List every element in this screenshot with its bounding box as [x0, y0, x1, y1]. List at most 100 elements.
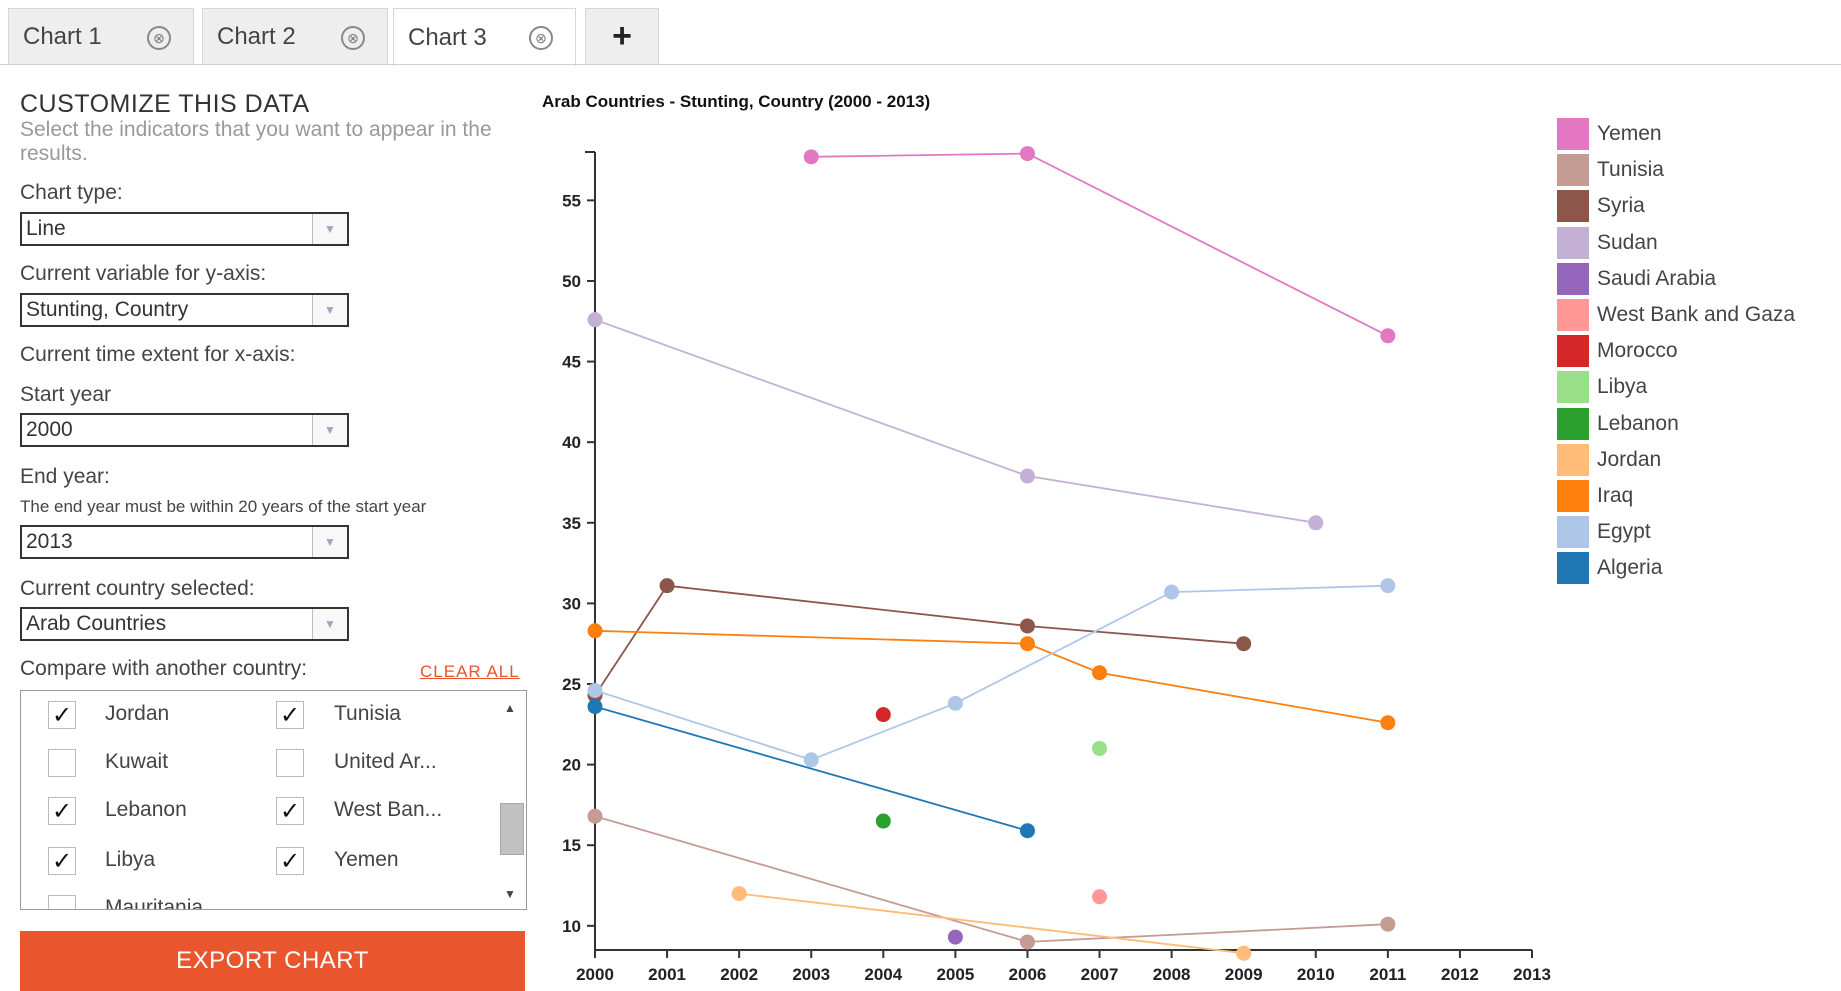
data-point-syria — [1236, 636, 1252, 652]
data-point-west-bank-and-gaza — [1092, 889, 1108, 905]
legend-item[interactable]: Saudi Arabia — [1557, 262, 1837, 295]
legend-label: Lebanon — [1597, 411, 1679, 435]
data-point-iraq — [1380, 715, 1396, 731]
list-scrollbar[interactable]: ▲ ▼ — [496, 691, 526, 909]
y-tick-label: 45 — [562, 353, 581, 372]
chevron-down-icon: ▼ — [312, 295, 347, 325]
legend-item[interactable]: Morocco — [1557, 335, 1837, 368]
compare-checkbox[interactable]: ✓ — [276, 701, 304, 729]
y-axis-label: Current variable for y-axis: — [20, 262, 267, 285]
legend-label: West Bank and Gaza — [1597, 303, 1796, 326]
start-year-value: 2000 — [26, 418, 73, 441]
legend-item[interactable]: Tunisia — [1557, 154, 1837, 187]
x-tick-label: 2005 — [936, 965, 974, 984]
scroll-up-icon[interactable]: ▲ — [504, 701, 516, 715]
data-point-yemen — [1019, 146, 1035, 162]
y-axis-value: Stunting, Country — [26, 298, 189, 321]
country-select[interactable]: Arab Countries ▼ — [20, 607, 349, 641]
compare-checkbox[interactable]: ✓ — [276, 797, 304, 825]
chart-title: Arab Countries - Stunting, Country (2000… — [542, 92, 931, 111]
compare-checkbox[interactable]: ✓ — [48, 701, 76, 729]
tab-label: Chart 3 — [408, 23, 487, 51]
add-chart-tab-button[interactable]: + — [585, 8, 659, 64]
legend-item[interactable]: Syria — [1557, 190, 1837, 223]
tab-label: Chart 1 — [23, 22, 102, 50]
compare-country-label: Libya — [105, 848, 156, 871]
legend-swatch — [1557, 226, 1589, 259]
close-tab-icon[interactable]: ⊗ — [341, 26, 365, 50]
tab-chart-3[interactable]: Chart 3 ⊗ — [393, 8, 576, 66]
chart-tab-bar: Chart 1 ⊗ Chart 2 ⊗ Chart 3 ⊗ + — [0, 0, 1841, 66]
compare-checkbox[interactable]: ✓ — [48, 847, 76, 875]
legend-swatch — [1557, 154, 1589, 187]
data-point-sudan — [1308, 515, 1324, 531]
export-chart-button[interactable]: EXPORT CHART — [20, 931, 525, 991]
series-line-sudan — [594, 318, 1316, 524]
tab-chart-2[interactable]: Chart 2 ⊗ — [202, 8, 388, 64]
close-tab-icon[interactable]: ⊗ — [529, 26, 553, 50]
legend-swatch — [1557, 516, 1589, 549]
data-point-saudi-arabia — [947, 929, 963, 945]
compare-checkbox[interactable] — [48, 895, 76, 909]
clear-all-link[interactable]: CLEAR ALL — [420, 662, 520, 681]
data-point-syria — [659, 578, 675, 594]
legend-label: Iraq — [1597, 484, 1634, 507]
legend-item[interactable]: Sudan — [1557, 226, 1837, 259]
start-year-label: Start year — [20, 383, 112, 406]
y-axis-select[interactable]: Stunting, Country ▼ — [20, 293, 349, 327]
country-value: Arab Countries — [26, 612, 167, 635]
close-tab-icon[interactable]: ⊗ — [147, 26, 171, 50]
tab-label: Chart 2 — [217, 22, 296, 50]
scroll-thumb[interactable] — [500, 803, 524, 855]
data-point-algeria — [587, 699, 603, 715]
scroll-down-icon[interactable]: ▼ — [504, 887, 516, 901]
tab-chart-1[interactable]: Chart 1 ⊗ — [8, 8, 194, 64]
legend-label: Syria — [1597, 194, 1645, 218]
chevron-down-icon: ▼ — [312, 214, 347, 244]
legend-item[interactable]: Yemen — [1557, 118, 1837, 150]
series-line-egypt — [594, 584, 1388, 761]
x-tick-label: 2013 — [1513, 965, 1551, 984]
x-tick-label: 2007 — [1081, 965, 1119, 984]
chevron-down-icon: ▼ — [312, 527, 347, 557]
legend-item[interactable]: Jordan — [1557, 443, 1837, 476]
chart-type-select[interactable]: Line ▼ — [20, 212, 349, 246]
compare-country-label: United Ar... — [334, 750, 437, 773]
compare-checkbox[interactable] — [48, 749, 76, 777]
legend-label: Saudi Arabia — [1597, 266, 1717, 290]
compare-checkbox[interactable]: ✓ — [48, 797, 76, 825]
data-point-tunisia — [1019, 934, 1035, 950]
start-year-select[interactable]: 2000 ▼ — [20, 413, 349, 447]
x-tick-label: 2003 — [792, 965, 830, 984]
legend-item[interactable]: Egypt — [1557, 516, 1837, 549]
legend-label: Sudan — [1597, 230, 1658, 254]
legend-item[interactable]: Lebanon — [1557, 407, 1837, 440]
legend-item[interactable]: Libya — [1557, 371, 1837, 404]
compare-checkbox[interactable]: ✓ — [276, 847, 304, 875]
series-line-iraq — [594, 629, 1388, 724]
data-point-tunisia — [587, 808, 603, 824]
legend-item[interactable]: West Bank and Gaza — [1557, 299, 1837, 331]
legend-item[interactable]: Iraq — [1557, 480, 1837, 512]
data-point-egypt — [1164, 584, 1180, 600]
end-year-select[interactable]: 2013 ▼ — [20, 525, 349, 559]
data-point-yemen — [1380, 328, 1396, 344]
legend-label: Algeria — [1597, 556, 1663, 580]
data-point-iraq — [1019, 636, 1035, 652]
data-point-lebanon — [875, 813, 891, 829]
legend-item[interactable]: Algeria — [1557, 552, 1837, 585]
legend-swatch — [1557, 443, 1589, 476]
data-point-sudan — [1019, 468, 1035, 484]
legend-label: Jordan — [1597, 447, 1662, 471]
compare-label: Compare with another country: — [20, 657, 308, 680]
compare-country-label: Tunisia — [334, 702, 401, 725]
compare-country-list[interactable]: ✓ Jordan ✓ Tunisia Kuwait United Ar... ✓ Lebano… — [20, 690, 527, 910]
compare-checkbox[interactable] — [276, 749, 304, 777]
series-line-yemen — [811, 152, 1389, 337]
legend-swatch — [1557, 262, 1589, 295]
data-point-yemen — [803, 149, 819, 165]
legend-swatch — [1557, 118, 1589, 150]
data-point-jordan — [1236, 945, 1252, 961]
end-year-note: The end year must be within 20 years of … — [20, 497, 427, 516]
panel-title: CUSTOMIZE THIS DATA — [20, 90, 310, 118]
